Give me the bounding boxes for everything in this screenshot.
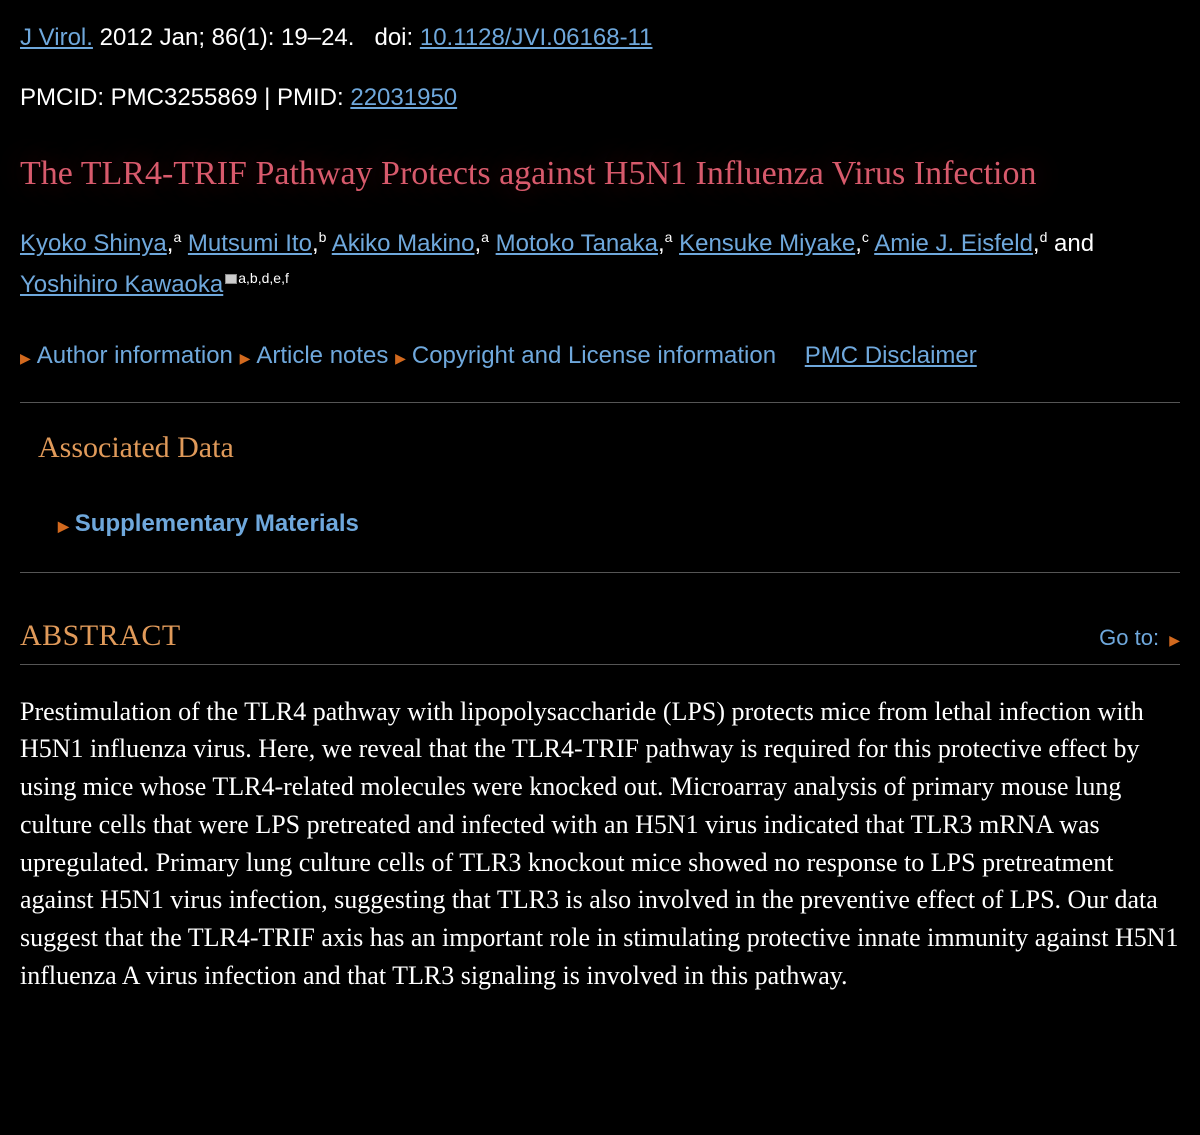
issue-text: 2012 Jan; 86(1): 19–24. (93, 24, 355, 51)
doi-link[interactable]: 10.1128/JVI.06168-11 (420, 24, 653, 51)
author-affil: a (173, 229, 181, 245)
caret-icon: ▶ (58, 516, 69, 537)
supplementary-materials-toggle[interactable]: ▶ Supplementary Materials (58, 506, 1180, 542)
associated-data-heading: Associated Data (38, 425, 1180, 470)
author-link[interactable]: Kyoko Shinya (20, 230, 167, 257)
caret-icon: ▶ (1169, 632, 1180, 648)
supplementary-label: Supplementary Materials (75, 510, 359, 537)
copyright-toggle[interactable]: Copyright and License information (412, 342, 776, 369)
author-affil: a,b,d,e,f (238, 270, 289, 286)
author-link[interactable]: Motoko Tanaka (496, 230, 658, 257)
caret-icon: ▶ (395, 348, 406, 369)
pmcid-label: PMCID: (20, 84, 111, 111)
author-link[interactable]: Yoshihiro Kawaoka (20, 271, 223, 298)
pmid-label: PMID: (277, 84, 350, 111)
caret-icon: ▶ (20, 348, 31, 369)
abstract-text: Prestimulation of the TLR4 pathway with … (20, 693, 1180, 995)
abstract-header-row: ABSTRACT Go to: ▶ (20, 613, 1180, 665)
authors-and: and (1047, 230, 1094, 257)
expand-row: ▶Author information ▶Article notes ▶Copy… (20, 338, 1180, 374)
ids-line: PMCID: PMC3255869 | PMID: 22031950 (20, 80, 1180, 116)
caret-icon: ▶ (240, 348, 251, 369)
abstract-heading: ABSTRACT (20, 613, 181, 658)
authors-block: Kyoko Shinya,a Mutsumi Ito,b Akiko Makin… (20, 224, 1180, 306)
goto-link[interactable]: Go to: ▶ (1099, 621, 1180, 654)
citation-line: J Virol. 2012 Jan; 86(1): 19–24. doi: 10… (20, 20, 1180, 56)
pmid-link[interactable]: 22031950 (350, 84, 457, 111)
author-information-toggle[interactable]: Author information (37, 342, 233, 369)
author-affil: b (319, 229, 327, 245)
mail-icon[interactable] (225, 274, 237, 284)
pmc-disclaimer-link[interactable]: PMC Disclaimer (805, 342, 977, 369)
doi-label: doi: (374, 24, 419, 51)
author-affil: a (665, 229, 673, 245)
author-link[interactable]: Akiko Makino (332, 230, 475, 257)
author-affil: a (481, 229, 489, 245)
author-link[interactable]: Kensuke Miyake (679, 230, 855, 257)
journal-link[interactable]: J Virol. (20, 24, 93, 51)
associated-data-box: Associated Data ▶ Supplementary Materials (20, 402, 1180, 573)
ids-sep: | (257, 84, 277, 111)
article-title: The TLR4-TRIF Pathway Protects against H… (20, 152, 1180, 196)
pmcid-value: PMC3255869 (111, 84, 258, 111)
author-link[interactable]: Mutsumi Ito (188, 230, 312, 257)
author-link[interactable]: Amie J. Eisfeld (874, 230, 1033, 257)
author-affil: c (862, 229, 869, 245)
article-notes-toggle[interactable]: Article notes (256, 342, 388, 369)
